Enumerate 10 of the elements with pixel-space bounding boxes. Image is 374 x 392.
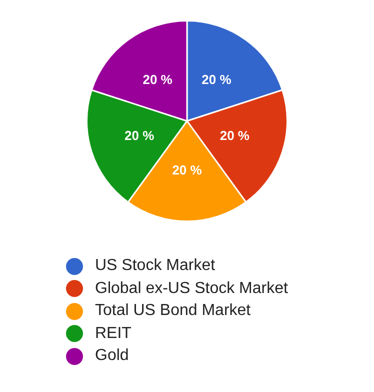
- data-label: 20 %: [202, 72, 232, 88]
- legend-label: Total US Bond Market: [95, 302, 251, 320]
- data-label: 20 %: [142, 72, 173, 88]
- legend-label: Gold: [95, 347, 129, 366]
- legend-label: US Stock Market: [95, 257, 216, 276]
- legend-label: Global ex-US Stock Market: [95, 280, 288, 298]
- legend-label: REIT: [95, 324, 132, 343]
- data-label: 20 %: [172, 162, 202, 178]
- data-label: 20 %: [124, 128, 155, 144]
- data-label: 20 %: [220, 128, 250, 144]
